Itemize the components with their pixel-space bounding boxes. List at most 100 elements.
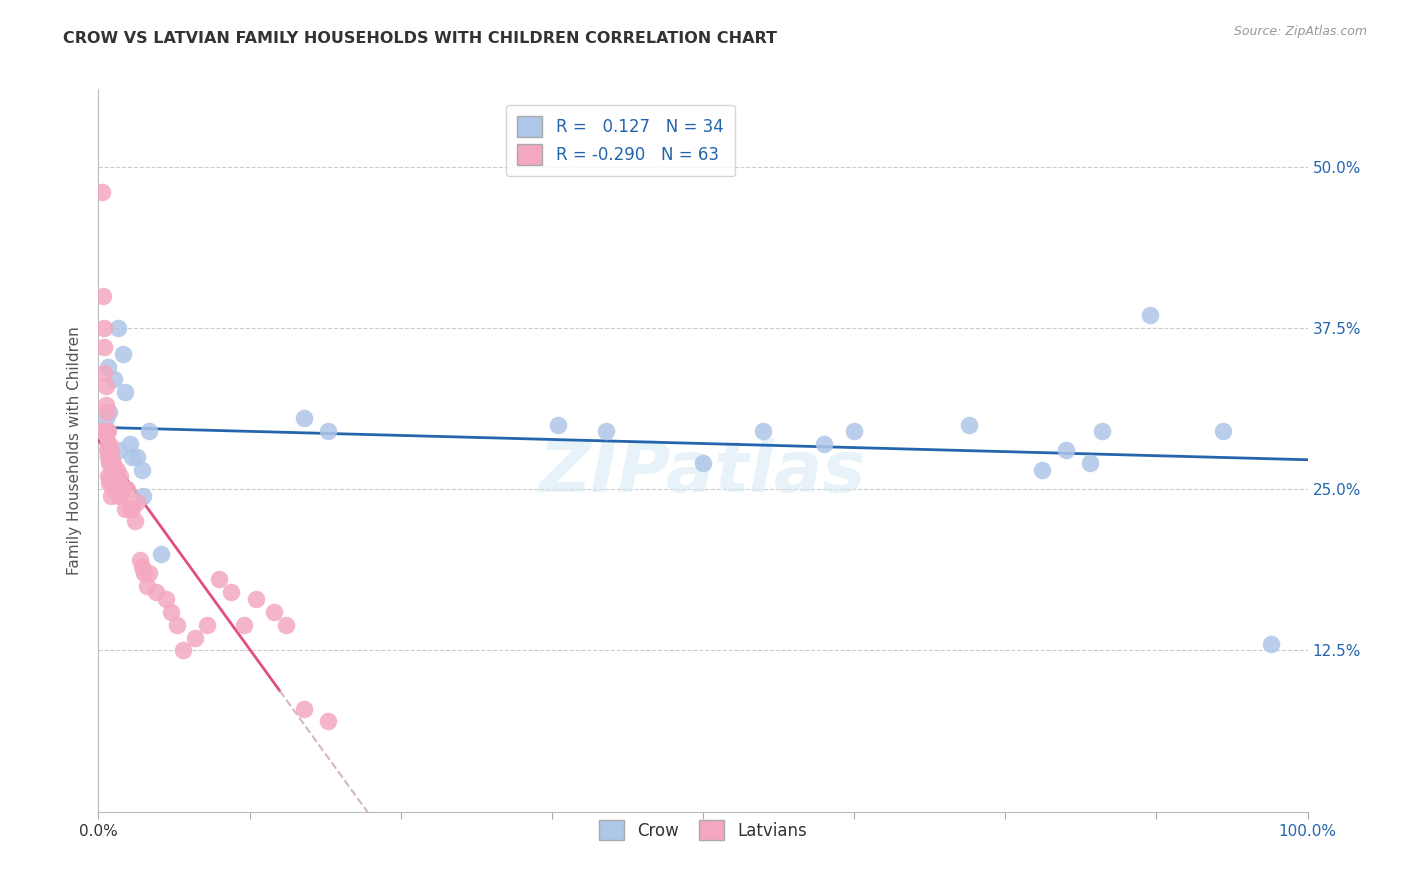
Point [138,566,160,580]
Point [263,605,285,619]
Point [547,417,569,432]
Point [292,411,315,425]
Point [145,585,167,599]
Point [166,617,188,632]
Point [274,617,297,632]
Point [110,489,132,503]
Point [138,424,160,438]
Point [135,579,157,593]
Point [97,437,120,451]
Point [127,495,149,509]
Point [1212,424,1234,438]
Point [98,405,121,419]
Point [118,501,141,516]
Point [208,573,231,587]
Point [97,450,120,464]
Point [195,617,218,632]
Point [111,347,134,361]
Point [100,456,122,470]
Point [105,482,128,496]
Point [692,456,714,470]
Point [98,437,121,451]
Point [132,489,155,503]
Y-axis label: Family Households with Children: Family Households with Children [67,326,83,574]
Point [97,359,120,374]
Point [100,456,122,470]
Point [93,340,115,354]
Point [1091,424,1114,438]
Point [94,411,117,425]
Point [131,463,153,477]
Point [127,450,149,464]
Point [114,501,136,516]
Point [94,424,117,438]
Point [1054,443,1077,458]
Point [292,701,315,715]
Point [103,372,125,386]
Point [221,585,243,599]
Point [1139,308,1161,322]
Point [131,559,153,574]
Point [232,617,254,632]
Point [100,463,122,477]
Point [155,591,177,606]
Point [97,469,120,483]
Point [107,475,129,490]
Text: ZIPatlas: ZIPatlas [540,438,866,507]
Point [124,515,146,529]
Point [1260,637,1282,651]
Point [104,475,127,490]
Point [97,424,120,438]
Text: CROW VS LATVIAN FAMILY HOUSEHOLDS WITH CHILDREN CORRELATION CHART: CROW VS LATVIAN FAMILY HOUSEHOLDS WITH C… [63,31,778,46]
Point [101,475,124,490]
Point [121,450,143,464]
Point [91,288,114,302]
Point [100,443,122,458]
Point [91,186,114,200]
Point [98,456,121,470]
Point [96,424,118,438]
Point [108,469,131,483]
Point [100,475,122,490]
Point [103,463,125,477]
Point [118,437,141,451]
Point [813,437,835,451]
Text: Source: ZipAtlas.com: Source: ZipAtlas.com [1233,25,1367,38]
Point [91,424,114,438]
Point [93,321,115,335]
Point [108,443,131,458]
Point [117,482,139,496]
Point [100,450,122,464]
Point [752,424,775,438]
Point [100,489,122,503]
Point [172,643,194,657]
Point [114,385,136,400]
Point [96,443,118,458]
Point [105,463,128,477]
Point [93,366,115,380]
Point [121,501,143,516]
Point [94,398,117,412]
Point [107,321,129,335]
Point [184,631,207,645]
Point [94,379,117,393]
Point [108,489,131,503]
Point [150,547,173,561]
Point [101,456,124,470]
Point [128,553,150,567]
Legend: Crow, Latvians: Crow, Latvians [589,810,817,850]
Point [111,482,134,496]
Point [1078,456,1101,470]
Point [1031,463,1053,477]
Point [316,714,339,729]
Point [160,605,183,619]
Point [245,591,267,606]
Point [595,424,617,438]
Point [100,469,122,483]
Point [316,424,339,438]
Point [103,482,125,496]
Point [91,424,114,438]
Point [96,405,118,419]
Point [98,475,121,490]
Point [844,424,866,438]
